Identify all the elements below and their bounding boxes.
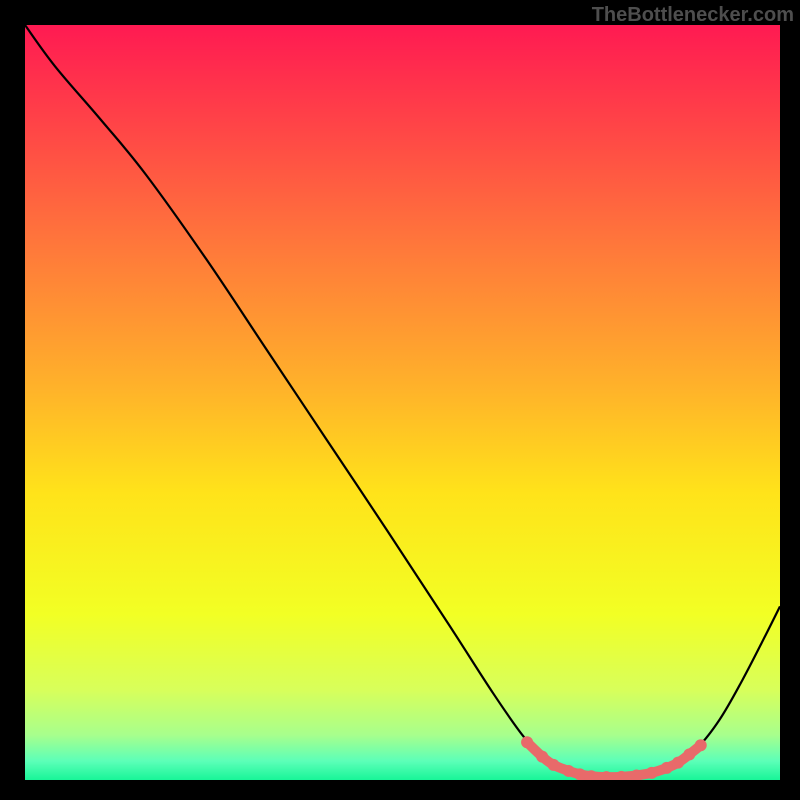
watermark-text: TheBottlenecker.com xyxy=(592,4,794,27)
marker-dot xyxy=(683,748,695,760)
marker-dot xyxy=(661,762,673,774)
marker-dot xyxy=(536,751,548,763)
marker-dot xyxy=(646,767,658,779)
marker-dot xyxy=(695,739,707,751)
gradient-background xyxy=(25,25,780,780)
chart-canvas: TheBottlenecker.com xyxy=(0,0,800,800)
marker-dot xyxy=(563,765,575,777)
marker-dot xyxy=(672,757,684,769)
plot-area xyxy=(25,25,780,780)
marker-dot xyxy=(521,736,533,748)
marker-dot xyxy=(574,768,586,780)
chart-svg xyxy=(25,25,780,780)
marker-dot xyxy=(548,759,560,771)
